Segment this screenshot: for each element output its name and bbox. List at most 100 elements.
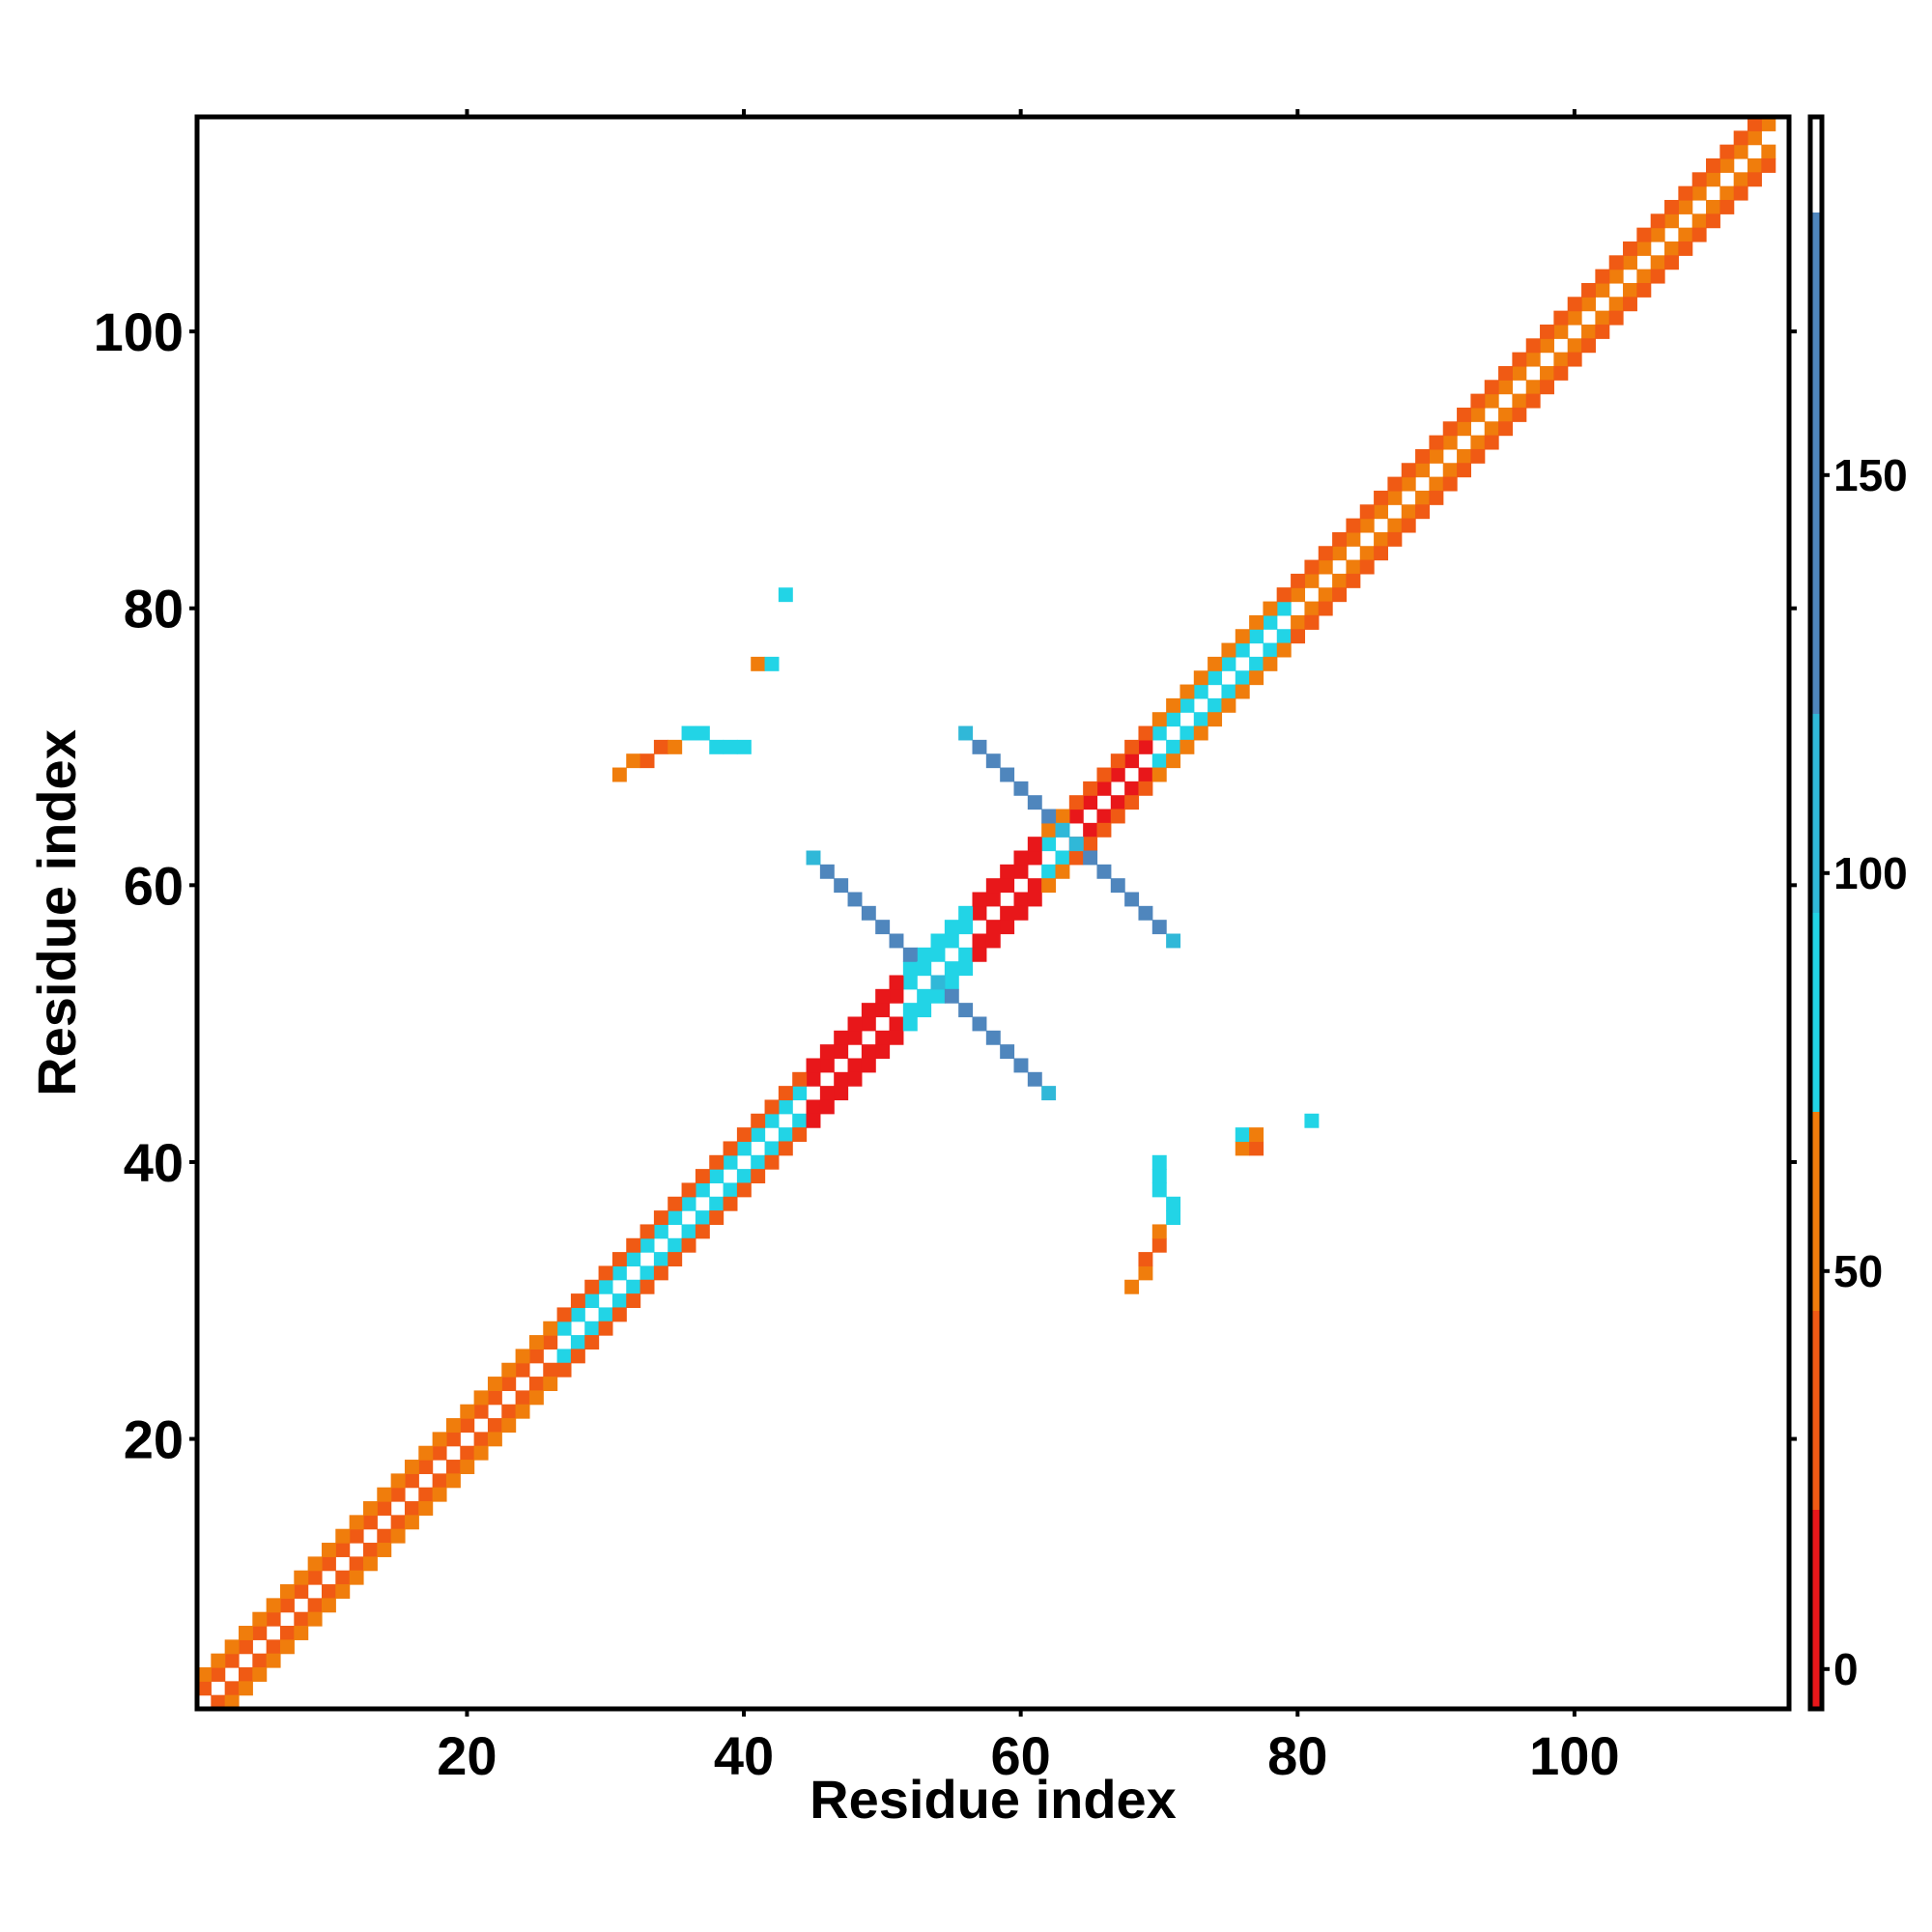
- heatmap-cell: [668, 1196, 683, 1211]
- colorbar-band: [1810, 1112, 1822, 1311]
- heatmap-cell: [972, 1016, 987, 1032]
- heatmap-cell: [1221, 656, 1236, 671]
- heatmap-cell: [834, 1030, 849, 1045]
- heatmap-cell: [1691, 227, 1707, 242]
- heatmap-cell: [819, 1058, 835, 1073]
- heatmap-cell: [1235, 1127, 1250, 1143]
- heatmap-cell: [528, 1390, 544, 1406]
- heatmap-cell: [944, 933, 959, 949]
- heatmap-cell: [1470, 435, 1486, 450]
- colorbar-tick-label: 50: [1833, 1246, 1883, 1296]
- colorbar: [1807, 114, 1825, 1712]
- heatmap-cell: [1484, 393, 1499, 409]
- heatmap-cell: [501, 1362, 517, 1378]
- heatmap-cell: [1691, 213, 1707, 229]
- heatmap-cell: [1540, 324, 1554, 339]
- heatmap-cell: [1000, 905, 1015, 921]
- heatmap-cell: [611, 1252, 627, 1267]
- heatmap-cell: [1567, 310, 1582, 326]
- heatmap-cell: [1540, 380, 1554, 395]
- heatmap-cell: [681, 1224, 696, 1239]
- heatmap-cell: [861, 1016, 876, 1032]
- heatmap-cell: [944, 975, 959, 990]
- heatmap-cell: [861, 1003, 876, 1018]
- heatmap-cell: [1221, 684, 1236, 699]
- heatmap-cell: [930, 975, 946, 990]
- heatmap-cell: [1747, 117, 1762, 131]
- heatmap-cell: [930, 988, 946, 1004]
- heatmap-cell: [723, 739, 738, 754]
- heatmap-cell: [1138, 1265, 1153, 1281]
- heatmap-cell: [834, 878, 849, 894]
- heatmap-cell: [985, 878, 1001, 894]
- heatmap-cell: [1636, 241, 1652, 256]
- heatmap-cell: [972, 905, 987, 921]
- heatmap-cell: [1581, 297, 1596, 312]
- heatmap-cell: [1374, 546, 1389, 561]
- heatmap-cell: [1166, 1196, 1181, 1211]
- x-axis-label: Residue index: [810, 1769, 1177, 1830]
- heatmap-cell: [1747, 172, 1762, 187]
- heatmap-cell: [709, 739, 724, 754]
- heatmap-cell: [889, 1016, 904, 1032]
- colorbar-ticks: 0 50 100 150: [1822, 450, 1908, 1694]
- heatmap-cell: [778, 1086, 793, 1101]
- heatmap-cell: [792, 1113, 808, 1128]
- heatmap-cell: [985, 1030, 1001, 1045]
- heatmap-cell: [626, 753, 641, 769]
- heatmap-cell: [528, 1335, 544, 1350]
- heatmap-cell: [1553, 324, 1569, 339]
- heatmap-cell: [1374, 490, 1389, 505]
- heatmap-cell: [432, 1445, 447, 1461]
- heatmap-cell: [335, 1543, 351, 1557]
- x-tick-label: 20: [437, 1725, 497, 1786]
- heatmap-cell: [1000, 878, 1015, 894]
- heatmap-cell: [377, 1543, 392, 1557]
- heatmap-cell: [584, 1321, 600, 1336]
- heatmap-cell: [681, 1196, 696, 1211]
- heatmap-cell: [1041, 822, 1057, 838]
- heatmap-cell: [1166, 739, 1181, 754]
- heatmap-cell: [362, 1543, 378, 1557]
- heatmap-cell: [1664, 241, 1679, 256]
- heatmap-cell: [985, 753, 1001, 769]
- heatmap-cell: [404, 1460, 419, 1474]
- heatmap-cell: [653, 1210, 668, 1226]
- heatmap-cell: [1179, 725, 1195, 741]
- heatmap-cell: [806, 1099, 821, 1115]
- heatmap-cell: [1096, 864, 1112, 879]
- heatmap-cell: [958, 961, 974, 977]
- heatmap-cell: [1595, 310, 1610, 326]
- plot-frame: [194, 114, 1792, 1712]
- heatmap-cell: [806, 1058, 821, 1073]
- heatmap-cell: [1151, 1169, 1167, 1184]
- heatmap-cell: [224, 1653, 240, 1668]
- heatmap-cell: [1041, 864, 1057, 879]
- heatmap-cell: [473, 1404, 489, 1419]
- heatmap-cell: [847, 1071, 863, 1087]
- heatmap-cell: [1761, 117, 1776, 131]
- heatmap-cell: [958, 1003, 974, 1018]
- heatmap-cell: [1512, 393, 1527, 409]
- heatmap-cell: [211, 1653, 226, 1668]
- heatmap-cell: [252, 1653, 268, 1668]
- heatmap-cell: [362, 1556, 378, 1572]
- heatmap-cell: [626, 1279, 641, 1294]
- heatmap-cell: [1235, 1141, 1250, 1156]
- heatmap-cell: [501, 1377, 517, 1391]
- y-tick-label: 40: [124, 1132, 184, 1193]
- heatmap-cell: [736, 739, 752, 754]
- heatmap-cell: [1263, 601, 1278, 616]
- heatmap-cell: [1442, 476, 1458, 492]
- heatmap-cell: [238, 1626, 253, 1640]
- heatmap-cell: [515, 1404, 530, 1419]
- heatmap-cell: [418, 1487, 434, 1502]
- heatmap-cell: [445, 1432, 461, 1447]
- heatmap-cell: [668, 1210, 683, 1226]
- heatmap-cell: [1470, 407, 1486, 422]
- heatmap-cell: [473, 1432, 489, 1447]
- heatmap-cell: [723, 1141, 738, 1156]
- heatmap-cell: [377, 1501, 392, 1516]
- heatmap-cell: [751, 656, 766, 671]
- heatmap-cell: [418, 1501, 434, 1516]
